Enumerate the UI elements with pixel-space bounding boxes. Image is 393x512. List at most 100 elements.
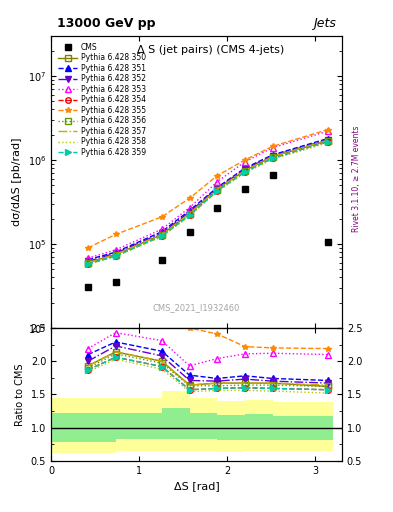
Pythia 6.428 351 (113, 249, 118, 255)
Pythia 6.428 350 (325, 138, 330, 144)
Pythia 6.428 356 (242, 168, 247, 174)
Pythia 6.428 356 (215, 187, 220, 193)
Line: Pythia 6.428 350: Pythia 6.428 350 (85, 138, 331, 265)
Text: CMS_2021_I1932460: CMS_2021_I1932460 (153, 303, 240, 312)
Pythia 6.428 350 (160, 231, 164, 238)
Pythia 6.428 354 (325, 139, 330, 145)
Pythia 6.428 350 (270, 154, 275, 160)
Pythia 6.428 356 (270, 154, 275, 160)
Pythia 6.428 358 (215, 188, 220, 195)
Pythia 6.428 353 (160, 226, 164, 232)
Pythia 6.428 356 (86, 260, 90, 266)
Pythia 6.428 358 (86, 262, 90, 268)
Pythia 6.428 352 (113, 250, 118, 256)
Pythia 6.428 354 (270, 155, 275, 161)
Pythia 6.428 355 (215, 173, 220, 179)
Pythia 6.428 355 (187, 195, 192, 201)
Pythia 6.428 356 (325, 138, 330, 144)
Text: Jets: Jets (313, 17, 336, 30)
Pythia 6.428 354 (113, 253, 118, 259)
Pythia 6.428 353 (325, 128, 330, 134)
Pythia 6.428 350 (113, 251, 118, 258)
CMS (160, 257, 164, 263)
Line: Pythia 6.428 356: Pythia 6.428 356 (85, 138, 331, 266)
Pythia 6.428 353 (215, 179, 220, 185)
Pythia 6.428 351 (242, 165, 247, 171)
Pythia 6.428 355 (242, 157, 247, 163)
Pythia 6.428 358 (160, 233, 164, 240)
CMS (270, 172, 275, 178)
Pythia 6.428 359 (242, 169, 247, 175)
Pythia 6.428 357 (187, 210, 192, 217)
X-axis label: ΔS [rad]: ΔS [rad] (174, 481, 219, 491)
CMS (242, 186, 247, 192)
CMS (215, 205, 220, 211)
Line: Pythia 6.428 353: Pythia 6.428 353 (85, 129, 331, 261)
CMS (86, 284, 90, 290)
Pythia 6.428 358 (113, 253, 118, 260)
Pythia 6.428 357 (325, 137, 330, 143)
Pythia 6.428 356 (160, 232, 164, 238)
Pythia 6.428 357 (242, 167, 247, 174)
Pythia 6.428 358 (242, 170, 247, 176)
Legend: CMS, Pythia 6.428 350, Pythia 6.428 351, Pythia 6.428 352, Pythia 6.428 353, Pyt: CMS, Pythia 6.428 350, Pythia 6.428 351,… (55, 39, 149, 160)
Pythia 6.428 359 (160, 233, 164, 239)
Pythia 6.428 359 (270, 155, 275, 161)
Line: Pythia 6.428 357: Pythia 6.428 357 (88, 140, 328, 263)
Pythia 6.428 351 (160, 229, 164, 235)
Pythia 6.428 357 (270, 154, 275, 160)
Pythia 6.428 359 (86, 261, 90, 267)
Pythia 6.428 351 (270, 152, 275, 158)
Pythia 6.428 350 (86, 260, 90, 266)
Pythia 6.428 354 (187, 212, 192, 218)
Pythia 6.428 359 (325, 139, 330, 145)
Pythia 6.428 353 (113, 247, 118, 253)
Line: Pythia 6.428 359: Pythia 6.428 359 (85, 139, 331, 267)
Pythia 6.428 353 (270, 144, 275, 151)
CMS (325, 239, 330, 245)
Pythia 6.428 356 (113, 252, 118, 258)
Pythia 6.428 351 (187, 207, 192, 214)
Pythia 6.428 358 (187, 213, 192, 219)
Pythia 6.428 353 (242, 159, 247, 165)
Text: 13000 GeV pp: 13000 GeV pp (57, 17, 155, 30)
Pythia 6.428 355 (86, 245, 90, 251)
Pythia 6.428 359 (187, 212, 192, 218)
Pythia 6.428 350 (215, 186, 220, 192)
Pythia 6.428 354 (242, 169, 247, 175)
Pythia 6.428 356 (187, 211, 192, 217)
Pythia 6.428 353 (86, 255, 90, 261)
Pythia 6.428 354 (86, 261, 90, 267)
Text: Δ S (jet pairs) (CMS 4-jets): Δ S (jet pairs) (CMS 4-jets) (138, 45, 285, 55)
Pythia 6.428 355 (113, 231, 118, 238)
Line: Pythia 6.428 355: Pythia 6.428 355 (85, 127, 331, 250)
Pythia 6.428 357 (215, 186, 220, 192)
Y-axis label: Ratio to CMS: Ratio to CMS (15, 363, 25, 425)
Pythia 6.428 358 (270, 156, 275, 162)
Pythia 6.428 351 (86, 257, 90, 263)
Pythia 6.428 351 (325, 136, 330, 142)
Line: CMS: CMS (84, 172, 331, 290)
Pythia 6.428 350 (187, 210, 192, 217)
Pythia 6.428 357 (113, 251, 118, 258)
Line: Pythia 6.428 351: Pythia 6.428 351 (85, 136, 331, 263)
Pythia 6.428 352 (270, 153, 275, 159)
Pythia 6.428 355 (270, 143, 275, 150)
Pythia 6.428 352 (242, 166, 247, 172)
Pythia 6.428 352 (215, 185, 220, 191)
Y-axis label: dσ/dΔS [pb/rad]: dσ/dΔS [pb/rad] (12, 138, 22, 226)
Pythia 6.428 357 (160, 231, 164, 238)
Line: Pythia 6.428 358: Pythia 6.428 358 (88, 143, 328, 265)
Pythia 6.428 354 (160, 233, 164, 239)
CMS (113, 279, 118, 285)
Pythia 6.428 354 (215, 188, 220, 194)
Pythia 6.428 357 (86, 260, 90, 266)
Pythia 6.428 352 (160, 230, 164, 236)
Text: Rivet 3.1.10, ≥ 2.7M events: Rivet 3.1.10, ≥ 2.7M events (352, 126, 361, 232)
Line: Pythia 6.428 352: Pythia 6.428 352 (85, 137, 331, 264)
Pythia 6.428 352 (325, 137, 330, 143)
Pythia 6.428 359 (215, 188, 220, 194)
Pythia 6.428 355 (325, 126, 330, 133)
CMS (187, 229, 192, 235)
Pythia 6.428 353 (187, 205, 192, 211)
